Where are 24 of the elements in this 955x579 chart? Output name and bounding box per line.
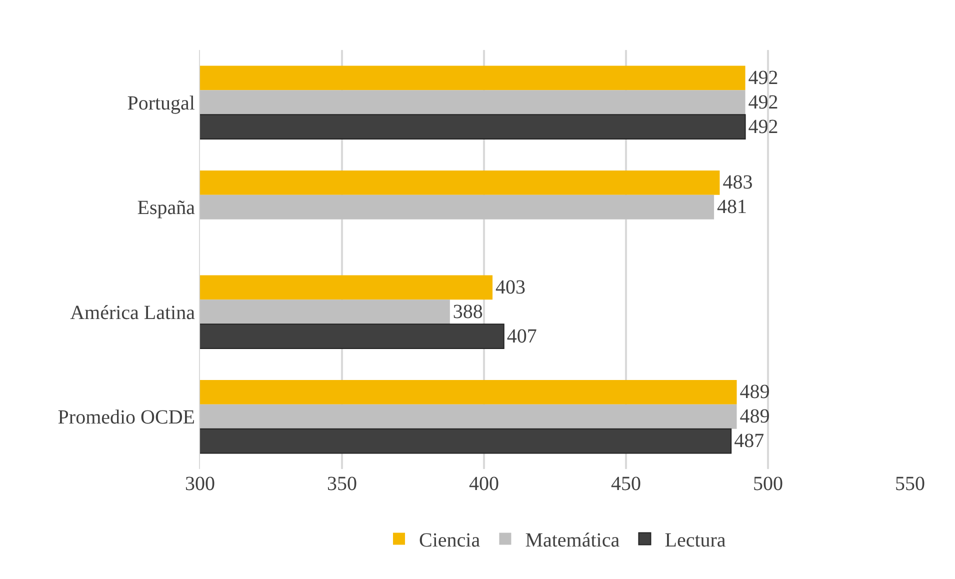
y-tick-label: España (137, 197, 196, 220)
x-tick-label: 500 (753, 473, 783, 495)
y-tick-label: Portugal (127, 92, 196, 114)
x-tick-label: 300 (185, 473, 215, 495)
x-tick-label: 400 (469, 473, 499, 495)
data-label: 481 (717, 196, 748, 218)
data-label: 487 (734, 430, 764, 452)
data-label: 489 (740, 381, 770, 404)
legend-label: Ciencia (419, 530, 480, 552)
data-label: 407 (506, 325, 537, 348)
data-label: 492 (748, 116, 778, 138)
data-label: 403 (496, 276, 526, 298)
x-tick-label: 350 (327, 473, 357, 495)
legend-label: Lectura (664, 530, 726, 552)
data-label: 483 (722, 172, 753, 194)
data-label: 388 (452, 300, 483, 323)
x-tick-label: 450 (611, 473, 641, 495)
data-label: 489 (740, 406, 770, 428)
data-label: 492 (748, 91, 778, 114)
y-tick-label: América Latina (70, 302, 196, 324)
data-label: 492 (748, 66, 778, 89)
x-tick-label: 550 (895, 473, 925, 495)
legend-label: Matemática (525, 530, 620, 552)
y-tick-label: Promedio OCDE (58, 406, 195, 429)
